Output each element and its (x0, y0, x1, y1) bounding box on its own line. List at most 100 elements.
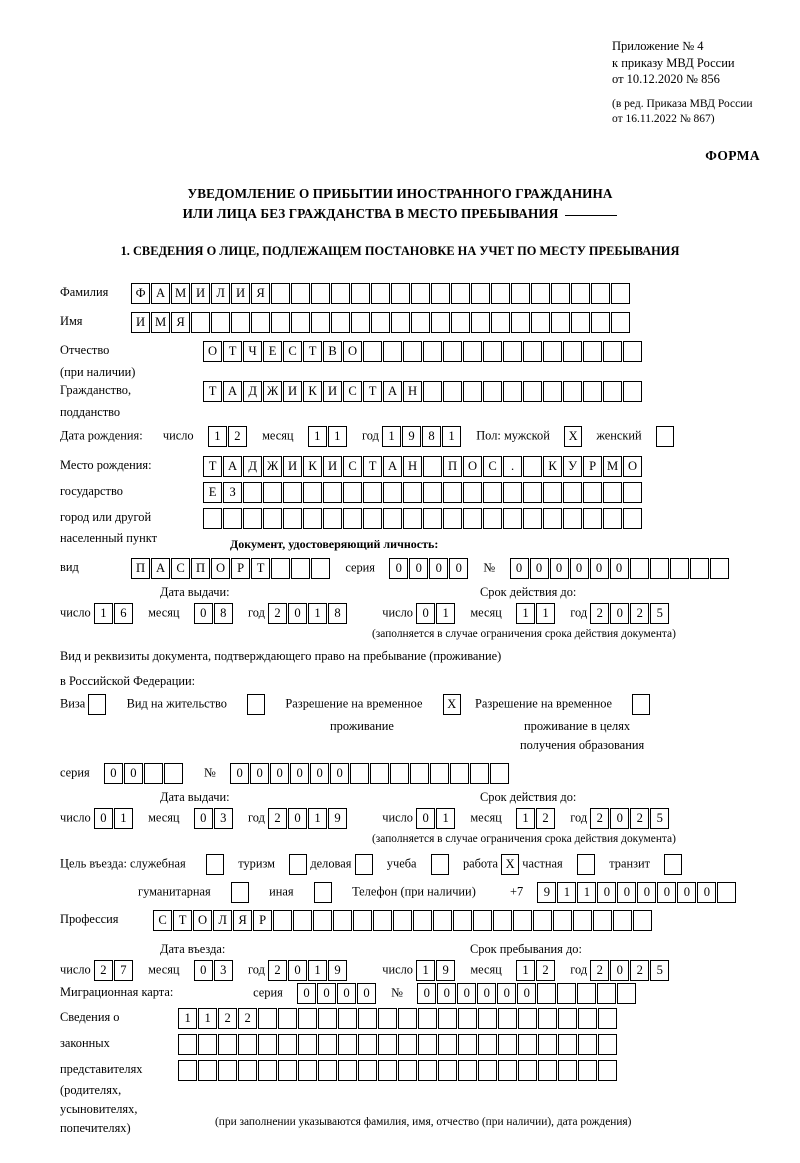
char-box[interactable]: 1 (436, 808, 456, 829)
char-box[interactable]: 0 (610, 960, 630, 981)
char-box[interactable] (358, 1008, 378, 1029)
char-box[interactable]: 1 (308, 603, 328, 624)
char-box[interactable] (633, 910, 653, 931)
char-box[interactable]: С (153, 910, 173, 931)
char-box[interactable] (278, 1060, 298, 1081)
char-box[interactable]: А (151, 283, 171, 304)
char-box[interactable]: М (171, 283, 191, 304)
char-box[interactable] (538, 1008, 558, 1029)
char-box[interactable] (473, 910, 493, 931)
char-box[interactable] (511, 283, 531, 304)
char-box[interactable] (353, 910, 373, 931)
char-box[interactable] (491, 312, 511, 333)
char-box[interactable]: 0 (317, 983, 337, 1004)
char-box[interactable] (318, 1034, 338, 1055)
char-box[interactable]: И (131, 312, 151, 333)
char-box[interactable]: 0 (357, 983, 377, 1004)
char-box[interactable] (617, 983, 637, 1004)
char-box[interactable] (383, 482, 403, 503)
char-box[interactable]: 2 (590, 808, 610, 829)
purpose-study-checkbox[interactable] (430, 854, 449, 875)
char-box[interactable]: 9 (537, 882, 557, 903)
char-box[interactable] (558, 1060, 578, 1081)
char-box[interactable] (298, 1008, 318, 1029)
char-box[interactable] (303, 482, 323, 503)
char-box[interactable]: Я (171, 312, 191, 333)
char-box[interactable]: 0 (330, 763, 350, 784)
char-box[interactable] (490, 763, 510, 784)
char-box[interactable] (438, 1034, 458, 1055)
char-box[interactable] (531, 283, 551, 304)
char-box[interactable] (278, 1008, 298, 1029)
char-box[interactable]: С (343, 456, 363, 477)
char-box[interactable]: 2 (268, 603, 288, 624)
char-box[interactable] (623, 341, 643, 362)
char-box[interactable] (371, 283, 391, 304)
char-box[interactable]: И (231, 283, 251, 304)
char-box[interactable] (463, 482, 483, 503)
char-box[interactable] (303, 508, 323, 529)
char-box[interactable]: 0 (288, 808, 308, 829)
char-box[interactable] (503, 341, 523, 362)
char-box[interactable] (393, 910, 413, 931)
char-box[interactable] (443, 341, 463, 362)
char-box[interactable] (523, 456, 543, 477)
char-box[interactable] (423, 381, 443, 402)
char-box[interactable] (291, 283, 311, 304)
char-box[interactable] (411, 283, 431, 304)
char-box[interactable] (578, 1008, 598, 1029)
char-box[interactable]: 0 (437, 983, 457, 1004)
char-box[interactable]: Е (203, 482, 223, 503)
char-box[interactable] (378, 1008, 398, 1029)
char-box[interactable] (318, 1060, 338, 1081)
char-box[interactable]: 0 (193, 960, 213, 981)
char-box[interactable]: 5 (650, 603, 670, 624)
char-box[interactable] (717, 882, 737, 903)
char-box[interactable]: 0 (617, 882, 637, 903)
char-box[interactable] (323, 482, 343, 503)
char-box[interactable] (478, 1060, 498, 1081)
char-box[interactable]: 0 (93, 808, 113, 829)
char-box[interactable] (450, 763, 470, 784)
char-box[interactable]: 1 (557, 882, 577, 903)
char-box[interactable]: Д (243, 381, 263, 402)
char-box[interactable] (238, 1060, 258, 1081)
char-box[interactable]: 2 (268, 960, 288, 981)
char-box[interactable] (398, 1034, 418, 1055)
char-box[interactable] (518, 1008, 538, 1029)
char-box[interactable] (443, 482, 463, 503)
char-box[interactable] (557, 983, 577, 1004)
char-box[interactable]: 2 (630, 603, 650, 624)
char-box[interactable] (583, 508, 603, 529)
char-box[interactable]: А (223, 381, 243, 402)
char-box[interactable]: 0 (497, 983, 517, 1004)
char-box[interactable] (418, 1034, 438, 1055)
char-box[interactable] (523, 482, 543, 503)
legal-rep-boxes-3[interactable] (178, 1060, 618, 1081)
char-box[interactable]: М (151, 312, 171, 333)
char-box[interactable]: Е (263, 341, 283, 362)
char-box[interactable] (311, 283, 331, 304)
char-box[interactable] (649, 558, 669, 579)
visa-checkbox[interactable] (88, 694, 107, 715)
char-box[interactable] (709, 558, 729, 579)
char-box[interactable]: О (463, 456, 483, 477)
char-box[interactable]: 0 (609, 558, 629, 579)
char-box[interactable] (563, 508, 583, 529)
char-box[interactable]: 0 (337, 983, 357, 1004)
char-box[interactable] (603, 508, 623, 529)
char-box[interactable]: 0 (589, 558, 609, 579)
char-box[interactable]: 8 (328, 603, 348, 624)
char-box[interactable] (623, 508, 643, 529)
char-box[interactable]: И (283, 381, 303, 402)
char-box[interactable]: Р (583, 456, 603, 477)
char-box[interactable] (573, 910, 593, 931)
birthplace-boxes-3[interactable] (203, 508, 643, 529)
char-box[interactable] (191, 312, 211, 333)
